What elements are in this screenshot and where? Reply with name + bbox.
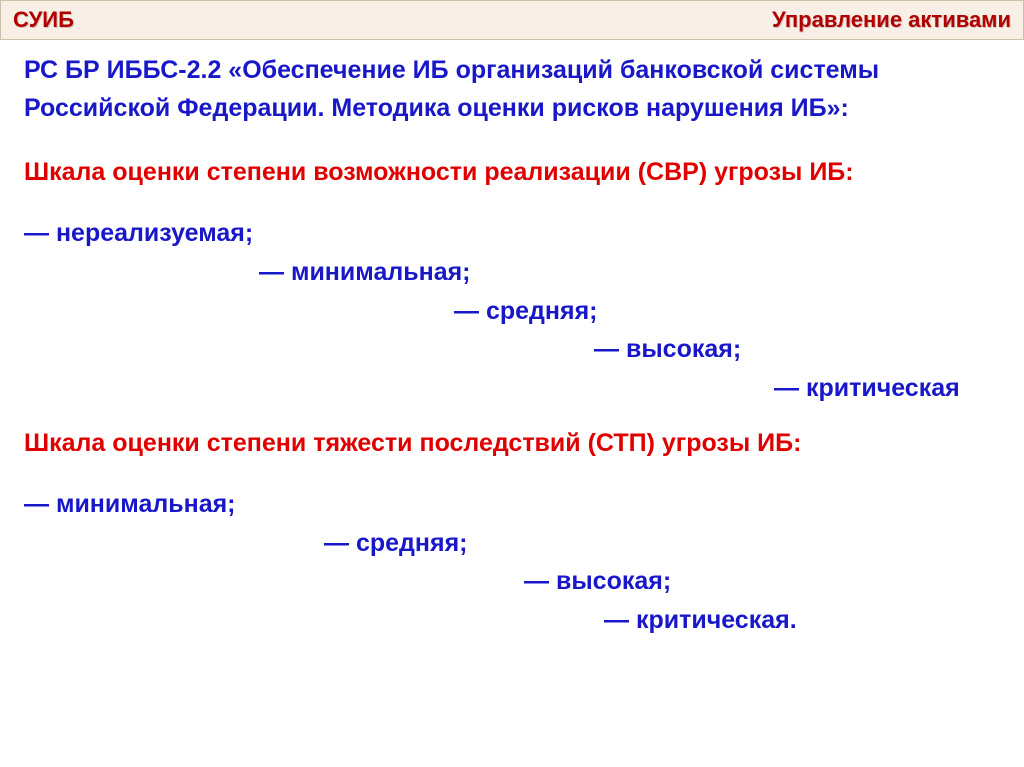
- scale1-heading: Шкала оценки степени возможности реализа…: [24, 155, 1000, 190]
- scale-item: — критическая: [774, 369, 1000, 408]
- scale-item: — критическая.: [604, 601, 1000, 640]
- scale-item: — минимальная;: [259, 253, 1000, 292]
- content-area: РС БР ИББС-2.2 «Обеспечение ИБ организац…: [0, 40, 1024, 670]
- header-bar: СУИБ Управление активами: [0, 0, 1024, 40]
- scale-item: — высокая;: [594, 330, 1000, 369]
- scale-item: — нереализуемая;: [24, 214, 1000, 253]
- header-left-label: СУИБ: [13, 7, 74, 33]
- scale-item: — средняя;: [324, 524, 1000, 563]
- scale-item: — высокая;: [524, 562, 1000, 601]
- document-title: РС БР ИББС-2.2 «Обеспечение ИБ организац…: [24, 52, 1000, 127]
- scale-item: — средняя;: [454, 292, 1000, 331]
- scale-item: — минимальная;: [24, 485, 1000, 524]
- header-right-label: Управление активами: [772, 7, 1011, 33]
- scale2-heading: Шкала оценки степени тяжести последствий…: [24, 426, 1000, 461]
- scale2-group: — минимальная;— средняя;— высокая;— крит…: [24, 485, 1000, 640]
- scale1-group: — нереализуемая;— минимальная;— средняя;…: [24, 214, 1000, 408]
